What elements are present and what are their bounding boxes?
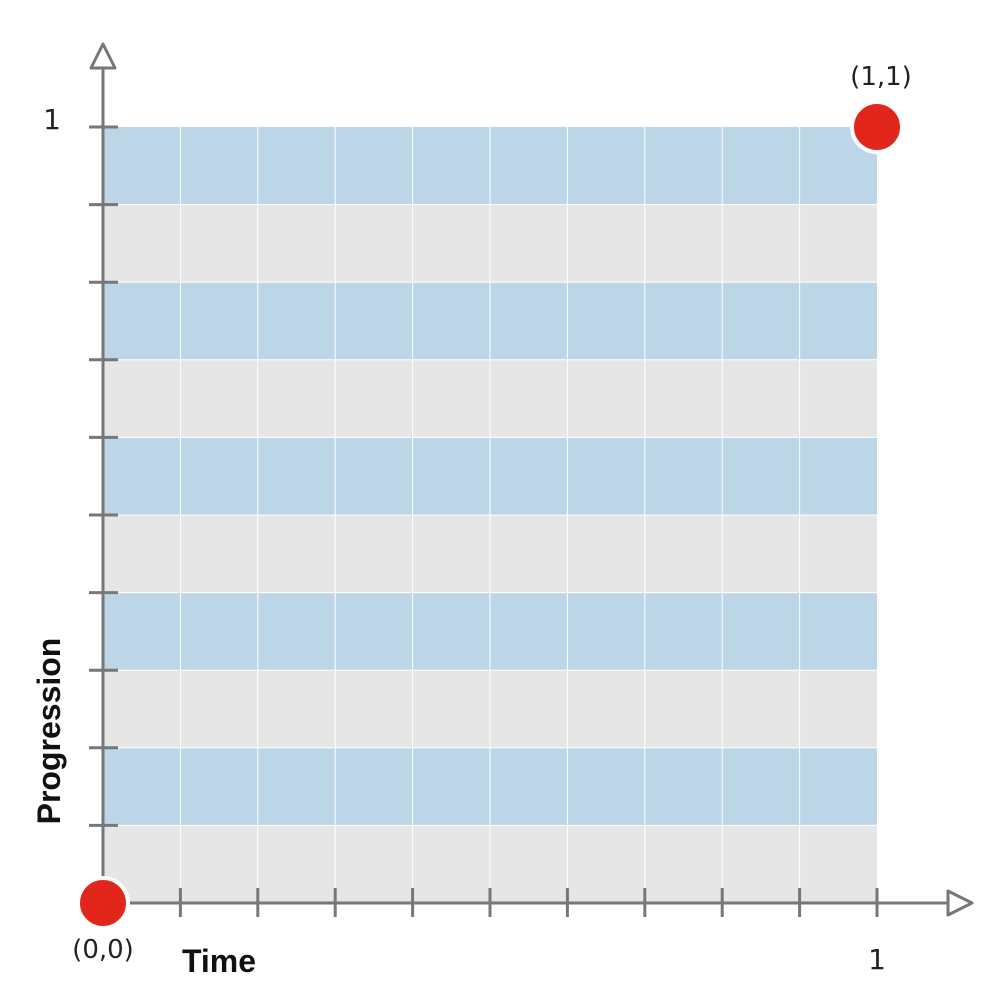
end-point-label: (1,1)	[850, 62, 912, 92]
x-axis-title: Time	[182, 943, 256, 979]
time-grid-lines	[103, 127, 877, 903]
end-point	[850, 100, 904, 154]
y-max-label: 1	[43, 103, 61, 136]
y-axis-ticks	[89, 125, 118, 827]
origin-point	[76, 876, 130, 930]
y-axis-arrow-icon	[89, 42, 117, 70]
origin-point-label: (0,0)	[72, 935, 134, 965]
x-axis-ticks	[178, 888, 879, 917]
y-axis-title: Progression	[31, 638, 67, 825]
x-axis-arrow-icon	[946, 889, 974, 917]
x-max-label: 1	[868, 943, 886, 976]
